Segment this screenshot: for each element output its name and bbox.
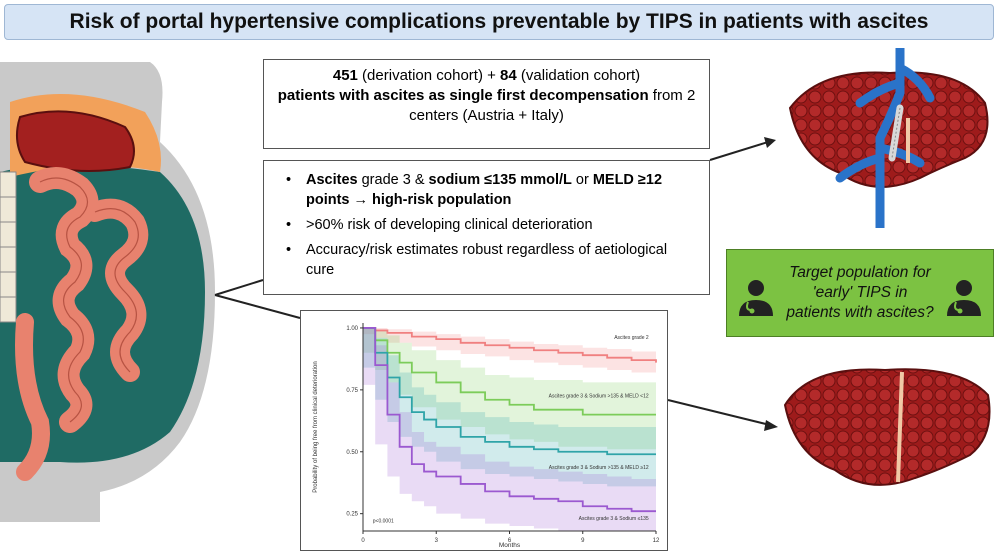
x-tick-label: 12 [653,538,660,544]
population-description: patients with ascites as single first de… [277,87,649,104]
arrow-right-icon: → [353,192,369,208]
liver-illustration [783,368,991,486]
page-title: Risk of portal hypertensive complication… [69,10,929,33]
title-banner: Risk of portal hypertensive complication… [4,4,994,40]
findings-list: Ascites grade 3 & sodium ≤135 mmol/L or … [282,170,699,280]
finding-robust-text: Accuracy/risk estimates robust regardles… [306,242,668,278]
x-axis-label: Months [499,542,521,549]
series-line-0 [363,327,657,363]
derivation-count: 451 [332,67,358,84]
y-tick-label: 0.25 [346,512,358,518]
validation-count: 84 [500,67,517,84]
doctor-icon [739,280,773,316]
x-tick-label: 0 [361,538,365,544]
series-label-1: Ascites grade 3 & Sodium >135 & MELD <12 [549,393,649,399]
series-label-2: Ascites grade 3 & Sodium >135 & MELD ≥12 [549,465,649,471]
series-line-3 [363,327,656,513]
finding-sodium: sodium ≤135 mmol/L [428,172,572,188]
cohort-line-2: patients with ascites as single first de… [264,86,709,126]
ci-band-3 [363,327,656,531]
derivation-label: (derivation cohort) + [357,67,501,84]
y-tick-label: 1.00 [346,326,358,332]
series-label-3: Ascites grade 3 & Sodium ≤135 [579,516,649,522]
finding-risk: >60% risk of developing clinical deterio… [282,215,699,235]
series-line-2 [363,327,656,456]
validation-label: (validation cohort) [516,67,641,84]
p-value-label: p<0.0001 [373,518,394,524]
abdomen-illustration [0,62,215,522]
finding-or: or [571,172,593,188]
ci-band-2 [363,327,656,487]
cohort-line-1: 451 (derivation cohort) + 84 (validation… [264,66,709,86]
target-population-box: Target population for 'early' TIPS in pa… [726,249,994,337]
finding-robust: Accuracy/risk estimates robust regardles… [282,240,699,280]
y-tick-label: 0.50 [346,450,358,456]
y-axis-label: Probability of being free from clinical … [313,361,319,492]
findings-box: Ascites grade 3 & sodium ≤135 mmol/L or … [263,160,710,295]
target-population-text: Target population for 'early' TIPS in pa… [786,264,934,321]
finding-ascites: Ascites [306,172,358,188]
finding-risk-text: >60% risk of developing clinical deterio… [306,217,593,233]
km-chart: 0 3 6 9 12 1.00 0.75 0.50 0.25 Months Probability… [313,323,660,549]
x-tick-label: 6 [508,538,512,544]
cohort-description-box: 451 (derivation cohort) + 84 (validation… [263,59,710,149]
liver-with-tips-illustration [788,48,989,228]
finding-high-risk: Ascites grade 3 & sodium ≤135 mmol/L or … [282,170,699,210]
finding-meld: MELD [592,172,634,188]
x-tick-label: 9 [581,538,585,544]
finding-meld-points: ≥12 points [306,172,663,208]
series-label-0: Ascites grade 2 [614,335,649,341]
finding-high-risk-label: high-risk population [368,192,512,208]
finding-grade: grade 3 & [357,172,429,188]
x-tick-label: 3 [435,538,439,544]
centers-description: from 2 centers (Austria + Italy) [409,87,696,124]
y-tick-label: 0.75 [346,388,358,394]
doctor-icon [947,280,981,316]
km-chart-box: 0 3 6 9 12 1.00 0.75 0.50 0.25 Months Probability… [300,310,668,551]
